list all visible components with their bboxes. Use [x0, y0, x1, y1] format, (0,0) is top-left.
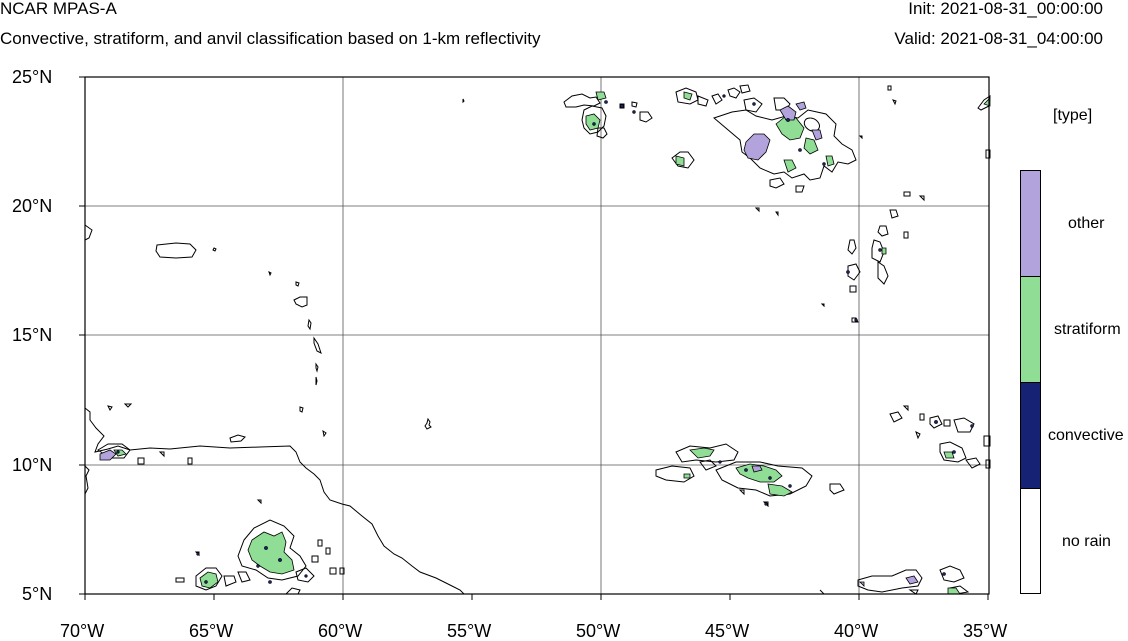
- legend-swatch-other: [1020, 170, 1041, 277]
- map-subtitle: Convective, stratiform, and anvil classi…: [0, 29, 541, 48]
- legend-swatch-convective: [1020, 382, 1041, 489]
- precip-other: [99, 101, 919, 587]
- lat-tick-label-25n: 25°N: [12, 67, 53, 87]
- legend-label-convective: convective: [1048, 427, 1124, 444]
- lat-tick-label-20n: 20°N: [12, 196, 53, 216]
- legend-label-no-rain: no rain: [1062, 533, 1111, 550]
- precip-stratiform: [113, 91, 991, 595]
- lon-tick-label-50w: 50°W: [576, 621, 621, 641]
- valid-time: Valid: 2021-08-31_04:00:00: [894, 29, 1103, 48]
- map-gridlines: [85, 77, 989, 594]
- legend-title: [type]: [1053, 107, 1093, 124]
- lon-tick-label-55w: 55°W: [447, 621, 492, 641]
- lon-tick-label-35w: 35°W: [963, 621, 1008, 641]
- precip-no-rain-contours: [97, 84, 991, 595]
- legend-label-stratiform: stratiform: [1054, 321, 1121, 338]
- map-tick-marks: [79, 76, 989, 600]
- init-time: Init: 2021-08-31_00:00:00: [908, 0, 1103, 18]
- lon-tick-label-65w: 65°W: [189, 621, 234, 641]
- precip-convective: [116, 94, 974, 584]
- lat-tick-label-10n: 10°N: [12, 455, 53, 475]
- legend-swatch-stratiform: [1020, 276, 1041, 383]
- lon-tick-label-45w: 45°W: [705, 621, 750, 641]
- lon-tick-label-40w: 40°W: [834, 621, 879, 641]
- model-title: NCAR MPAS-A: [0, 0, 117, 18]
- lat-tick-label-15n: 15°N: [12, 325, 53, 345]
- lon-tick-label-70w: 70°W: [60, 621, 105, 641]
- legend-swatch-no-rain: [1020, 488, 1041, 594]
- lon-tick-label-60w: 60°W: [318, 621, 363, 641]
- coastlines: [84, 98, 825, 595]
- legend-label-other: other: [1068, 215, 1105, 232]
- lat-tick-label-5n: 5°N: [22, 584, 53, 604]
